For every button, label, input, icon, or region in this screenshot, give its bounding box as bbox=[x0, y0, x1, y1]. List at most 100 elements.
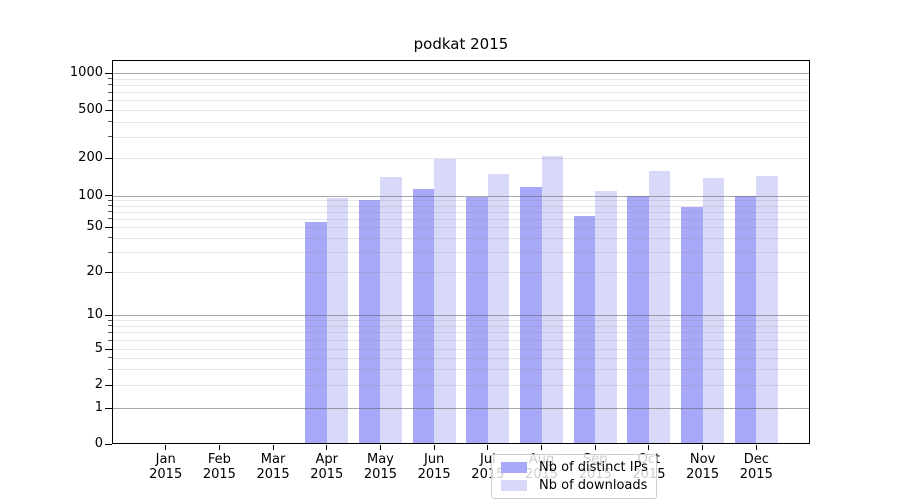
x-tick-label: Nov 2015 bbox=[663, 452, 743, 482]
gridline-major bbox=[113, 315, 809, 316]
y-tick-label: 0 bbox=[94, 436, 103, 451]
gridline-minor bbox=[113, 332, 809, 334]
x-tick-month: Jun bbox=[423, 452, 445, 467]
x-tick-year: 2015 bbox=[686, 467, 720, 482]
legend-label: Nb of downloads bbox=[539, 478, 648, 493]
y-tick-label: 100 bbox=[78, 187, 103, 203]
y-tick-label: 2 bbox=[94, 377, 103, 392]
y-minor-tick bbox=[108, 211, 112, 213]
gridline-minor bbox=[113, 110, 809, 111]
x-tick-year: 2015 bbox=[310, 467, 344, 482]
gridline-major bbox=[113, 195, 809, 197]
bar bbox=[756, 176, 778, 443]
x-tick-month: Mar bbox=[260, 452, 286, 467]
x-tick-month: Dec bbox=[743, 452, 769, 467]
x-tick bbox=[755, 445, 757, 450]
x-tick-year: 2015 bbox=[256, 467, 290, 482]
gridline-minor bbox=[113, 227, 809, 228]
gridline-minor bbox=[113, 100, 809, 102]
bar bbox=[380, 177, 402, 443]
y-tick-label: 10 bbox=[86, 307, 103, 322]
y-tick bbox=[105, 195, 112, 196]
bar bbox=[573, 216, 596, 443]
x-tick-month: Nov bbox=[689, 452, 716, 467]
x-tick bbox=[379, 445, 381, 450]
bar bbox=[305, 221, 327, 443]
y-tick bbox=[105, 407, 112, 409]
gridline-minor bbox=[113, 211, 809, 213]
x-tick-year: 2015 bbox=[202, 467, 236, 482]
bar bbox=[412, 189, 435, 443]
gridline-minor bbox=[113, 252, 809, 254]
y-minor-tick bbox=[108, 99, 112, 101]
x-tick-label: Feb 2015 bbox=[179, 452, 259, 482]
bar bbox=[702, 178, 725, 443]
gridline-minor bbox=[113, 205, 809, 207]
legend: Nb of distinct IPs Nb of downloads bbox=[491, 454, 657, 499]
y-tick-label: 1 bbox=[94, 400, 103, 415]
x-tick bbox=[594, 445, 596, 450]
y-minor-tick bbox=[108, 237, 112, 239]
y-tick-label: 20 bbox=[86, 264, 103, 279]
x-tick bbox=[433, 445, 435, 450]
x-tick-month: Jan bbox=[155, 452, 176, 467]
y-tick bbox=[105, 443, 112, 445]
x-tick bbox=[541, 445, 543, 450]
gridline-minor bbox=[113, 237, 809, 239]
gridline-minor bbox=[113, 385, 809, 386]
legend-swatch-distinct-ips bbox=[501, 462, 527, 473]
y-tick bbox=[105, 384, 112, 386]
y-minor-tick bbox=[108, 91, 112, 93]
bar bbox=[466, 196, 488, 443]
y-tick-label: 200 bbox=[78, 150, 103, 165]
bar bbox=[648, 170, 671, 443]
gridline-minor bbox=[113, 78, 809, 80]
x-tick-year: 2015 bbox=[739, 467, 773, 482]
y-minor-tick bbox=[108, 199, 112, 201]
x-tick-month: May bbox=[367, 452, 394, 467]
gridline-minor bbox=[113, 84, 809, 86]
bar bbox=[541, 156, 564, 443]
plot-area: Nb of distinct IPs Nb of downloads bbox=[112, 60, 810, 499]
x-tick-label: Apr 2015 bbox=[287, 452, 367, 482]
legend-label: Nb of distinct IPs bbox=[539, 460, 648, 475]
x-tick bbox=[648, 445, 650, 450]
x-tick-label: May 2015 bbox=[340, 452, 420, 482]
x-tick bbox=[218, 445, 220, 450]
x-tick-year: 2015 bbox=[363, 467, 397, 482]
bar bbox=[326, 197, 349, 443]
gridline-minor bbox=[113, 92, 809, 94]
gridline-minor bbox=[113, 218, 809, 220]
y-minor-tick bbox=[108, 325, 112, 327]
y-minor-tick bbox=[108, 319, 112, 321]
gridline-minor bbox=[113, 357, 809, 359]
x-tick bbox=[272, 445, 274, 450]
bar bbox=[734, 196, 757, 443]
gridline-minor bbox=[113, 349, 809, 350]
y-minor-tick bbox=[108, 205, 112, 207]
x-tick-month: Feb bbox=[207, 452, 231, 467]
bar bbox=[627, 195, 649, 443]
y-minor-tick bbox=[108, 331, 112, 333]
bar bbox=[358, 199, 381, 443]
x-tick bbox=[165, 445, 167, 450]
y-tick bbox=[105, 72, 112, 74]
y-minor-tick bbox=[108, 368, 112, 370]
y-minor-tick bbox=[108, 357, 112, 359]
legend-swatch-downloads bbox=[501, 480, 527, 491]
y-tick bbox=[105, 314, 112, 316]
gridline-minor bbox=[113, 158, 809, 159]
y-tick-label: 5 bbox=[94, 341, 103, 356]
gridline-minor bbox=[113, 369, 809, 371]
legend-item: Nb of distinct IPs bbox=[492, 460, 656, 475]
gridline-minor bbox=[113, 272, 809, 273]
x-tick-month: Apr bbox=[315, 452, 339, 467]
bar bbox=[595, 190, 617, 443]
gridline-minor bbox=[113, 320, 809, 322]
y-minor-tick bbox=[108, 84, 112, 86]
bar bbox=[520, 186, 542, 443]
gridline-minor bbox=[113, 121, 809, 123]
y-minor-tick bbox=[108, 218, 112, 220]
y-minor-tick bbox=[108, 78, 112, 80]
